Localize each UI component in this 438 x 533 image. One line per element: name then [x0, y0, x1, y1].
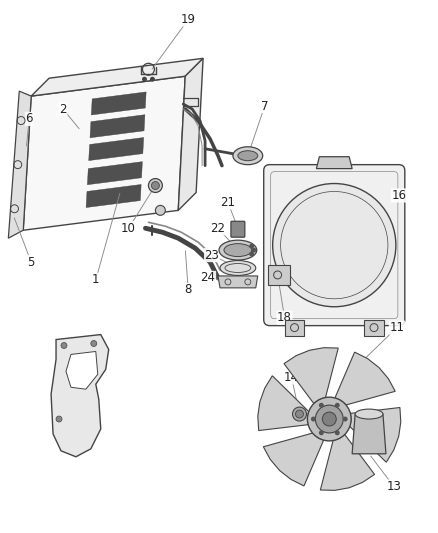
Circle shape	[315, 405, 343, 433]
Circle shape	[91, 341, 97, 346]
Text: 16: 16	[391, 189, 406, 202]
Text: 13: 13	[386, 480, 401, 493]
Polygon shape	[316, 157, 352, 168]
FancyBboxPatch shape	[264, 165, 405, 326]
Text: 22: 22	[211, 222, 226, 235]
Polygon shape	[263, 433, 324, 486]
Polygon shape	[91, 92, 146, 115]
Text: 24: 24	[201, 271, 215, 285]
Polygon shape	[178, 58, 203, 211]
Polygon shape	[320, 434, 374, 490]
Polygon shape	[87, 161, 142, 185]
Circle shape	[56, 416, 62, 422]
Ellipse shape	[219, 240, 257, 260]
Circle shape	[319, 403, 324, 408]
Polygon shape	[364, 320, 384, 336]
Polygon shape	[258, 376, 309, 431]
Circle shape	[307, 397, 351, 441]
Circle shape	[273, 183, 396, 307]
Circle shape	[148, 179, 162, 192]
Text: 1: 1	[92, 273, 99, 286]
Circle shape	[249, 252, 254, 256]
Circle shape	[142, 77, 147, 82]
Text: 8: 8	[184, 284, 192, 296]
Polygon shape	[89, 138, 144, 160]
Circle shape	[335, 430, 340, 435]
Circle shape	[61, 343, 67, 349]
Ellipse shape	[233, 147, 263, 165]
Polygon shape	[335, 352, 395, 405]
Circle shape	[251, 248, 256, 253]
Polygon shape	[285, 320, 304, 336]
Circle shape	[152, 182, 159, 190]
Text: 5: 5	[28, 255, 35, 269]
Circle shape	[319, 430, 324, 435]
Text: 10: 10	[121, 222, 136, 235]
Text: 14: 14	[284, 371, 299, 384]
Ellipse shape	[224, 244, 252, 256]
Polygon shape	[31, 58, 203, 96]
Circle shape	[150, 77, 155, 82]
Ellipse shape	[238, 151, 258, 160]
Ellipse shape	[220, 261, 256, 276]
Circle shape	[296, 410, 304, 418]
Polygon shape	[66, 351, 98, 389]
Polygon shape	[350, 408, 401, 462]
Polygon shape	[218, 276, 258, 288]
Circle shape	[311, 417, 316, 422]
Polygon shape	[90, 115, 145, 138]
Text: 21: 21	[220, 196, 236, 209]
Circle shape	[322, 412, 336, 426]
Polygon shape	[86, 184, 141, 207]
Text: 23: 23	[205, 248, 219, 262]
Text: 7: 7	[261, 100, 268, 112]
Polygon shape	[23, 76, 185, 230]
Text: 2: 2	[59, 102, 67, 116]
Text: 11: 11	[389, 321, 404, 334]
FancyBboxPatch shape	[231, 221, 245, 237]
Circle shape	[249, 244, 254, 248]
Polygon shape	[8, 91, 31, 238]
Circle shape	[335, 403, 340, 408]
Text: 18: 18	[277, 311, 292, 324]
Circle shape	[155, 205, 165, 215]
Polygon shape	[352, 414, 386, 454]
Circle shape	[343, 417, 348, 422]
Text: 19: 19	[181, 13, 196, 26]
Polygon shape	[284, 348, 338, 403]
Text: 6: 6	[25, 112, 33, 125]
Polygon shape	[268, 265, 290, 285]
Ellipse shape	[355, 409, 383, 419]
Circle shape	[293, 407, 307, 421]
Polygon shape	[51, 335, 109, 457]
